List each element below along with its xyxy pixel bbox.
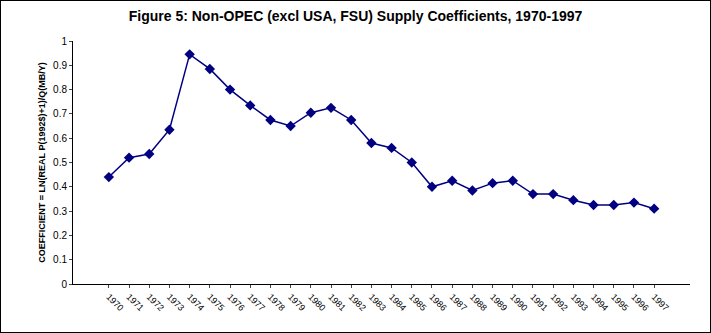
svg-text:1989: 1989 <box>488 292 509 313</box>
svg-text:1988: 1988 <box>468 292 489 313</box>
svg-text:1977: 1977 <box>246 292 267 313</box>
svg-text:1978: 1978 <box>266 292 287 313</box>
svg-text:1980: 1980 <box>306 292 327 313</box>
svg-text:1985: 1985 <box>407 292 428 313</box>
svg-text:1995: 1995 <box>609 292 630 313</box>
svg-text:COEFFICIENT = LN(REAL P(1992$): COEFFICIENT = LN(REAL P(1992$)+1)/Q(MB/Y… <box>37 62 47 262</box>
svg-text:1976: 1976 <box>225 292 246 313</box>
svg-text:1971: 1971 <box>124 292 145 313</box>
svg-text:0.8: 0.8 <box>53 84 67 95</box>
svg-text:1986: 1986 <box>427 292 448 313</box>
svg-text:1972: 1972 <box>145 292 166 313</box>
svg-text:Figure 5: Non-OPEC (excl USA,: Figure 5: Non-OPEC (excl USA, FSU) Suppl… <box>129 8 583 24</box>
svg-text:1994: 1994 <box>589 292 610 313</box>
svg-text:0.1: 0.1 <box>53 254 67 265</box>
svg-text:1984: 1984 <box>387 292 408 313</box>
svg-text:1983: 1983 <box>367 292 388 313</box>
svg-text:1975: 1975 <box>205 292 226 313</box>
svg-text:1996: 1996 <box>629 292 650 313</box>
svg-text:0.2: 0.2 <box>53 230 67 241</box>
svg-text:1992: 1992 <box>549 292 570 313</box>
svg-text:0.4: 0.4 <box>53 181 67 192</box>
svg-text:1987: 1987 <box>448 292 469 313</box>
svg-text:1993: 1993 <box>569 292 590 313</box>
svg-text:1973: 1973 <box>165 292 186 313</box>
svg-text:0.6: 0.6 <box>53 133 67 144</box>
svg-text:0.3: 0.3 <box>53 206 67 217</box>
svg-text:1991: 1991 <box>528 292 549 313</box>
svg-text:0.9: 0.9 <box>53 60 67 71</box>
svg-text:1997: 1997 <box>650 292 671 313</box>
svg-text:0.7: 0.7 <box>53 108 67 119</box>
svg-text:1979: 1979 <box>286 292 307 313</box>
svg-text:1: 1 <box>61 36 67 47</box>
svg-text:1974: 1974 <box>185 292 206 313</box>
svg-text:1970: 1970 <box>104 292 125 313</box>
svg-text:1990: 1990 <box>508 292 529 313</box>
svg-text:1982: 1982 <box>347 292 368 313</box>
svg-text:0.5: 0.5 <box>53 157 67 168</box>
svg-text:1981: 1981 <box>326 292 347 313</box>
svg-text:0: 0 <box>61 279 67 290</box>
